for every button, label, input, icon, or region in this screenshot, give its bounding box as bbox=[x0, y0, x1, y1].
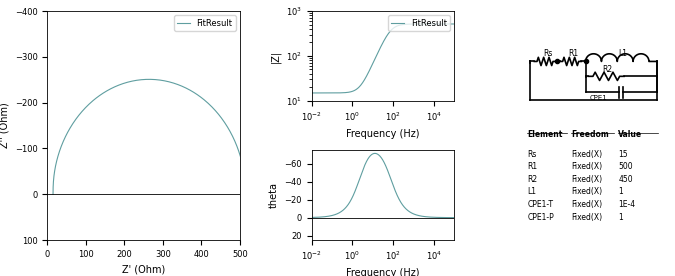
Text: 15: 15 bbox=[618, 150, 628, 159]
Text: Fixed(X): Fixed(X) bbox=[571, 187, 603, 197]
Text: 500: 500 bbox=[618, 162, 633, 171]
Y-axis label: |Z|: |Z| bbox=[270, 49, 280, 63]
Text: R1: R1 bbox=[568, 49, 578, 58]
Text: Rs: Rs bbox=[527, 150, 537, 159]
X-axis label: Frequency (Hz): Frequency (Hz) bbox=[346, 268, 420, 276]
Text: 450: 450 bbox=[618, 175, 633, 184]
Legend: FitResult: FitResult bbox=[388, 15, 450, 31]
Text: Fixed(X): Fixed(X) bbox=[571, 162, 603, 171]
Text: Fixed(X): Fixed(X) bbox=[571, 150, 603, 159]
Y-axis label: theta: theta bbox=[269, 182, 279, 208]
Text: Rs: Rs bbox=[543, 49, 552, 58]
Text: R1: R1 bbox=[527, 162, 537, 171]
Text: R2: R2 bbox=[603, 65, 613, 74]
Text: Value: Value bbox=[618, 130, 643, 139]
Text: Freedom: Freedom bbox=[571, 130, 609, 139]
Y-axis label: Z'' (Ohm): Z'' (Ohm) bbox=[0, 103, 9, 148]
Text: R2: R2 bbox=[527, 175, 537, 184]
Text: CPE1: CPE1 bbox=[590, 95, 608, 101]
Text: Fixed(X): Fixed(X) bbox=[571, 200, 603, 209]
X-axis label: Z' (Ohm): Z' (Ohm) bbox=[122, 264, 165, 274]
Text: 1: 1 bbox=[618, 187, 623, 197]
Text: CPE1-T: CPE1-T bbox=[527, 200, 554, 209]
Text: 1: 1 bbox=[618, 213, 623, 222]
Text: CPE1-P: CPE1-P bbox=[527, 213, 554, 222]
Text: Element: Element bbox=[527, 130, 562, 139]
X-axis label: Frequency (Hz): Frequency (Hz) bbox=[346, 129, 420, 139]
Legend: FitResult: FitResult bbox=[174, 15, 236, 31]
Text: Fixed(X): Fixed(X) bbox=[571, 175, 603, 184]
Text: L1: L1 bbox=[527, 187, 536, 197]
Text: 1E-4: 1E-4 bbox=[618, 200, 635, 209]
Text: Fixed(X): Fixed(X) bbox=[571, 213, 603, 222]
Text: L1: L1 bbox=[618, 49, 627, 58]
